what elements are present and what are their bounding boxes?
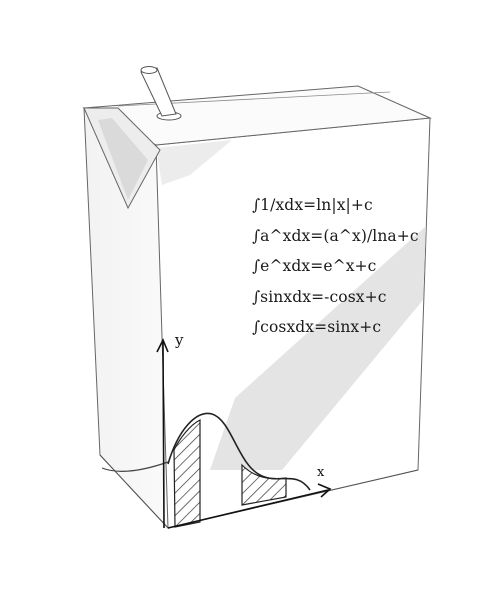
hatched-region-1 bbox=[173, 419, 201, 528]
formula-item: ∫cosxdx=sinx+c bbox=[252, 318, 382, 336]
y-axis-label: y bbox=[175, 331, 184, 349]
x-axis-label: x bbox=[317, 465, 325, 480]
box-gable-fold-shadow bbox=[98, 118, 148, 200]
formula-item: ∫e^xdx=e^x+c bbox=[252, 257, 377, 275]
y-axis bbox=[162, 341, 165, 529]
straw-top bbox=[140, 66, 158, 74]
box-reflection-band bbox=[210, 226, 426, 470]
x-axis bbox=[167, 489, 329, 529]
integral-formula-list: ∫1/xdx=ln|x|+c ∫a^xdx=(a^x)/lna+c ∫e^xdx… bbox=[252, 190, 492, 343]
function-curve bbox=[167, 412, 311, 491]
formula-item: ∫1/xdx=ln|x|+c bbox=[252, 196, 373, 214]
formula-item: ∫sinxdx=-cosx+c bbox=[252, 287, 387, 306]
side-curve bbox=[101, 461, 169, 472]
formula-item: ∫a^xdx=(a^x)/lna+c bbox=[252, 226, 419, 245]
box-top-highlight bbox=[156, 140, 232, 185]
x-axis-arrow bbox=[317, 483, 332, 498]
y-axis-arrow bbox=[156, 338, 169, 353]
